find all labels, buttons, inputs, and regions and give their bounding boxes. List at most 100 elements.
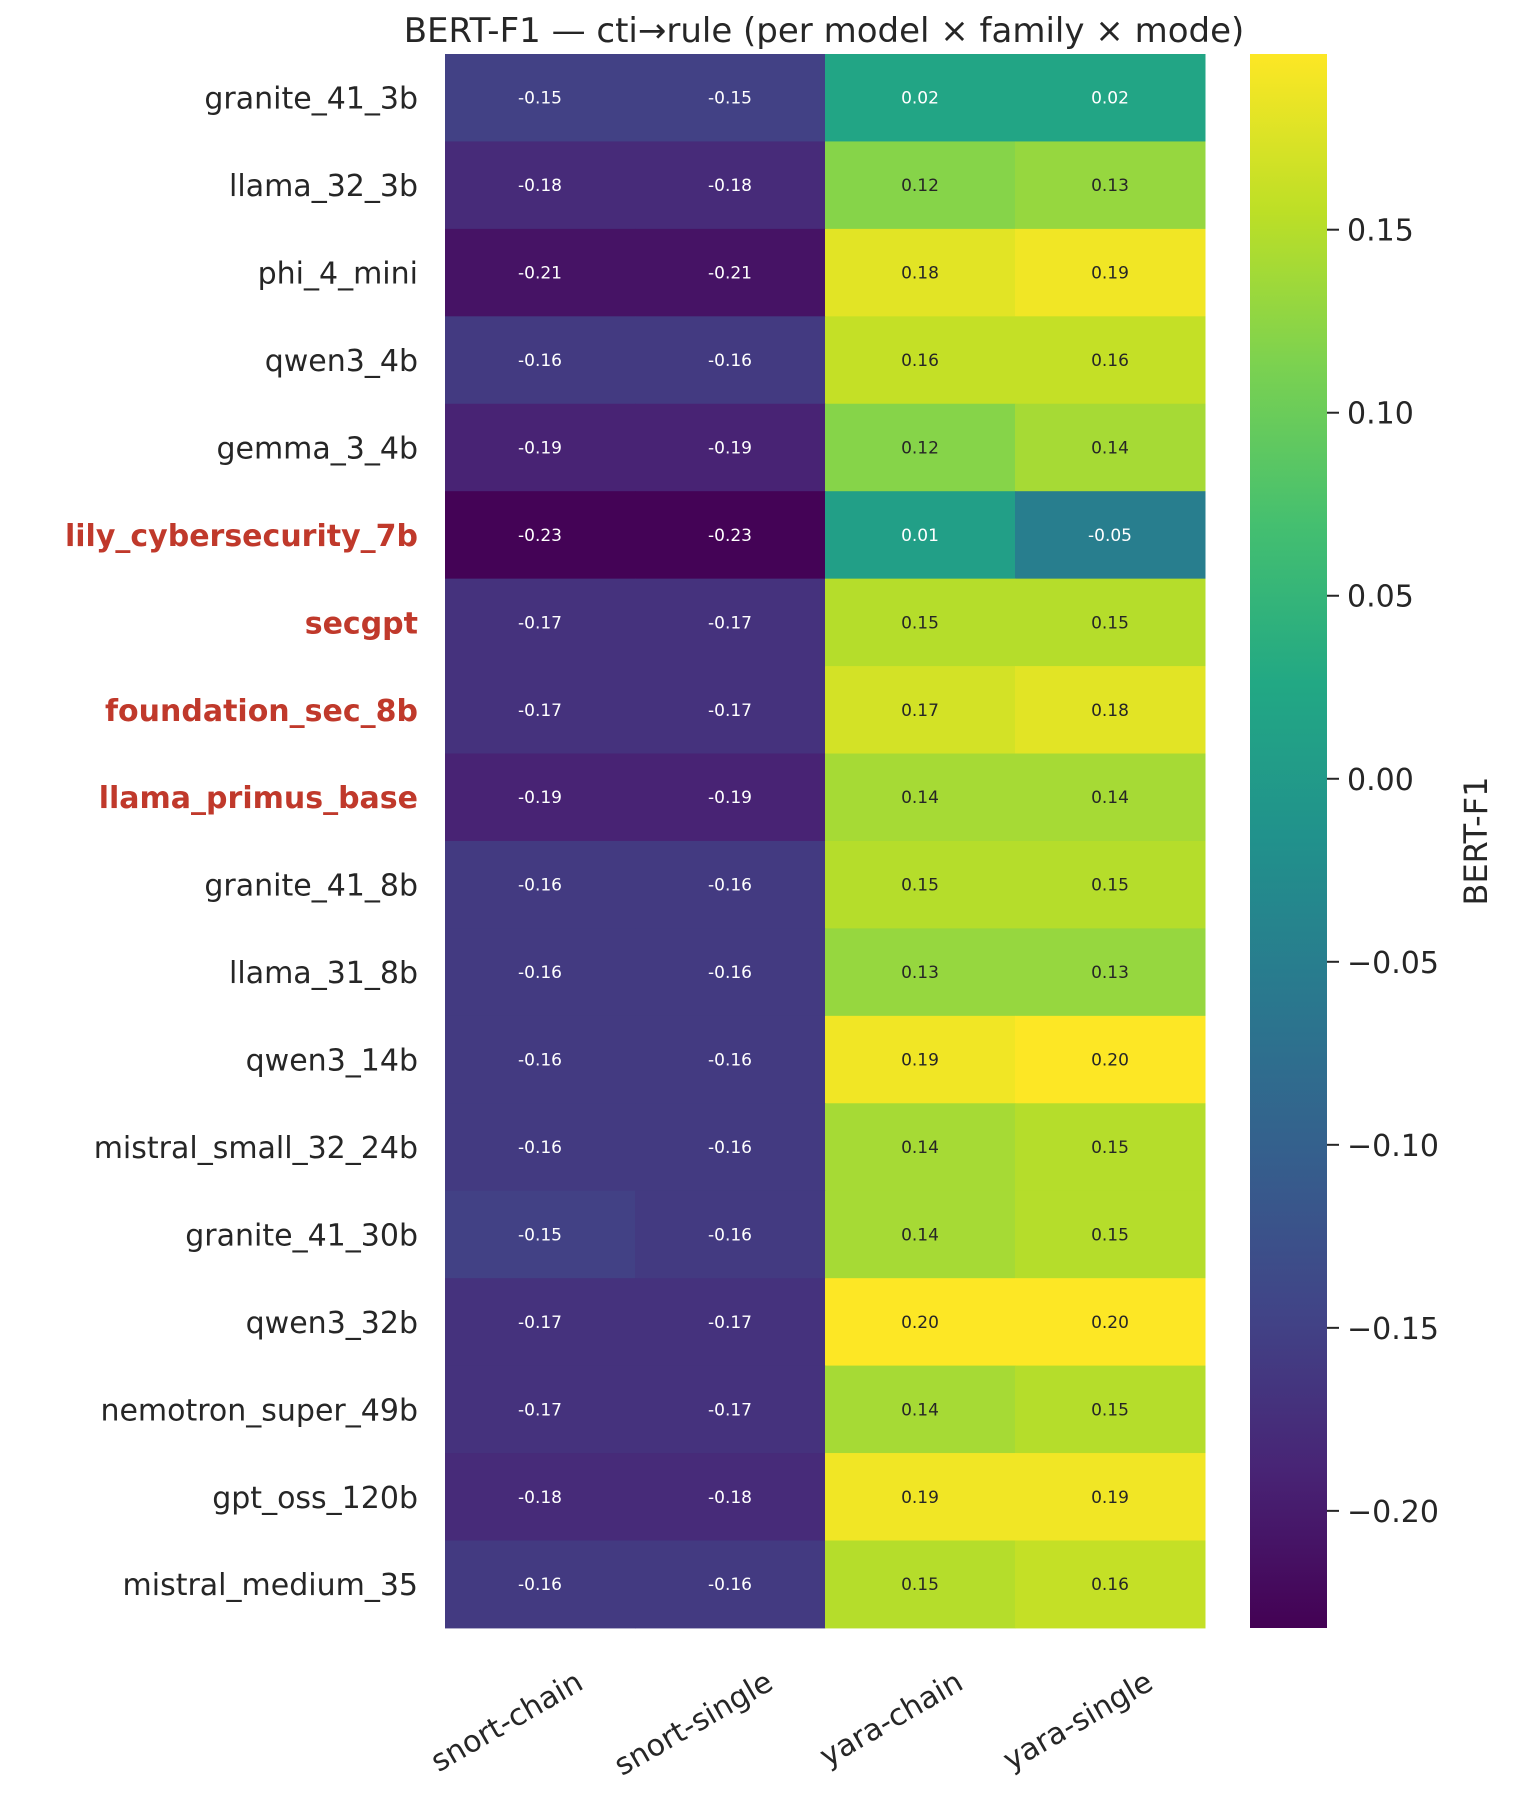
cell-value-label: 0.15 [1091, 1138, 1129, 1158]
cell-value-label: -0.16 [518, 1575, 562, 1595]
heatmap-cell [635, 403, 826, 492]
cell-value-label: 0.16 [1091, 1575, 1129, 1595]
heatmap-cell [825, 1540, 1016, 1629]
heatmap-cell [635, 1365, 826, 1454]
cell-value-label: 0.14 [901, 1138, 939, 1158]
column-label: yara-single [997, 1665, 1159, 1779]
cell-value-label: -0.21 [708, 264, 752, 284]
heatmap-cell [1015, 666, 1206, 755]
heatmap-cell [825, 1453, 1016, 1541]
row-label: foundation_sec_8b [105, 694, 418, 729]
heatmap-cell [1015, 753, 1206, 842]
cell-value-label: 0.15 [901, 1575, 939, 1595]
heatmap-cell [635, 491, 826, 580]
colorbar-tick-label: 0.15 [1347, 214, 1414, 249]
row-label: granite_41_30b [185, 1218, 418, 1253]
cell-value-label: -0.16 [708, 963, 752, 983]
heatmap-cell [445, 666, 636, 755]
cell-value-label: 0.19 [1091, 264, 1129, 284]
heatmap-cell [825, 1365, 1016, 1454]
heatmap-cell [445, 1278, 636, 1367]
row-label: nemotron_super_49b [100, 1393, 418, 1428]
heatmap-cell [635, 1278, 826, 1367]
heatmap-cell [1015, 840, 1206, 929]
heatmap-cell [825, 1190, 1016, 1279]
cell-value-label: 0.19 [901, 1051, 939, 1071]
cell-value-label: -0.16 [708, 351, 752, 371]
cell-value-label: -0.16 [708, 876, 752, 896]
heatmap-cell [445, 403, 636, 492]
colorbar: 0.15 0.10 0.05 0.00 −0.05 −0.10 −0.15 −0.20 BER… [1250, 54, 1495, 1628]
row-label: phi_4_mini [258, 257, 418, 292]
row-label: mistral_small_32_24b [94, 1131, 418, 1166]
cell-value-label: -0.16 [518, 963, 562, 983]
cell-value-label: -0.17 [708, 613, 752, 633]
heatmap-cell [445, 578, 636, 667]
cell-value-label: 0.20 [1091, 1313, 1129, 1333]
heatmap-cell [825, 316, 1016, 405]
heatmap-cell [635, 1103, 826, 1192]
column-label: yara-chain [814, 1665, 969, 1775]
colorbar-tick-label: −0.15 [1347, 1312, 1439, 1347]
heatmap-cell [445, 1453, 636, 1541]
cell-value-label: 0.18 [1091, 701, 1129, 721]
cell-value-label: -0.23 [518, 526, 562, 546]
cell-value-label: -0.18 [518, 176, 562, 196]
cell-value-label: 0.13 [1091, 176, 1129, 196]
cell-value-label: -0.17 [518, 701, 562, 721]
cell-value-label: 0.19 [1091, 1488, 1129, 1508]
cell-value-label: 0.02 [1091, 89, 1129, 109]
heatmap-cell [445, 491, 636, 580]
heatmap-cell [1015, 1103, 1206, 1192]
row-label: granite_41_8b [204, 869, 418, 904]
cell-value-label: 0.15 [1091, 613, 1129, 633]
heatmap-cell [1015, 1453, 1206, 1541]
cell-value-label: -0.17 [708, 1400, 752, 1420]
colorbar-ticks: 0.15 0.10 0.05 0.00 −0.05 −0.10 −0.15 −0.20 [1327, 214, 1439, 1530]
cell-value-label: -0.23 [708, 526, 752, 546]
row-label: gpt_oss_120b [212, 1481, 418, 1516]
heatmap-cell [825, 928, 1016, 1017]
colorbar-tick-label: −0.05 [1347, 946, 1439, 981]
cell-value-label: -0.18 [708, 1488, 752, 1508]
cell-value-label: -0.17 [708, 1313, 752, 1333]
heatmap-cell [825, 578, 1016, 667]
heatmap-cell [445, 54, 636, 142]
heatmap-cell [635, 316, 826, 405]
heatmap-cell [445, 1103, 636, 1192]
heatmap-cell [445, 316, 636, 405]
colorbar-gradient [1250, 54, 1327, 1628]
cell-value-label: 0.14 [1091, 438, 1129, 458]
heatmap-cells: -0.15 -0.15 0.02 0.02 -0.18 -0.18 0.12 0.13 -0.2… [445, 54, 1206, 1629]
heatmap-cell [825, 491, 1016, 580]
cell-value-label: 0.14 [901, 788, 939, 808]
heatmap-cell [445, 840, 636, 929]
colorbar-label: BERT-F1 [1457, 777, 1495, 906]
cell-value-label: -0.15 [518, 89, 562, 109]
heatmap-cell [825, 54, 1016, 142]
cell-value-label: 0.16 [1091, 351, 1129, 371]
cell-value-label: -0.16 [708, 1225, 752, 1245]
cell-value-label: -0.17 [518, 1313, 562, 1333]
cell-value-label: -0.16 [708, 1575, 752, 1595]
cell-value-label: -0.16 [518, 351, 562, 371]
cell-value-label: -0.05 [1088, 526, 1132, 546]
row-label: qwen3_14b [246, 1044, 418, 1079]
row-label: granite_41_3b [204, 82, 418, 117]
cell-value-label: 0.15 [1091, 1225, 1129, 1245]
heatmap-cell [1015, 403, 1206, 492]
cell-value-label: -0.19 [708, 438, 752, 458]
heatmap-cell [635, 1190, 826, 1279]
heatmap-cell [635, 1015, 826, 1104]
heatmap-cell [1015, 928, 1206, 1017]
cell-value-label: 0.12 [901, 438, 939, 458]
heatmap-cell [445, 141, 636, 230]
row-label: llama_31_8b [229, 956, 418, 991]
heatmap-cell [635, 228, 826, 317]
heatmap-cell [635, 141, 826, 230]
cell-value-label: 0.12 [901, 176, 939, 196]
heatmap-cell [825, 666, 1016, 755]
cell-value-label: 0.15 [1091, 876, 1129, 896]
cell-value-label: -0.17 [708, 701, 752, 721]
